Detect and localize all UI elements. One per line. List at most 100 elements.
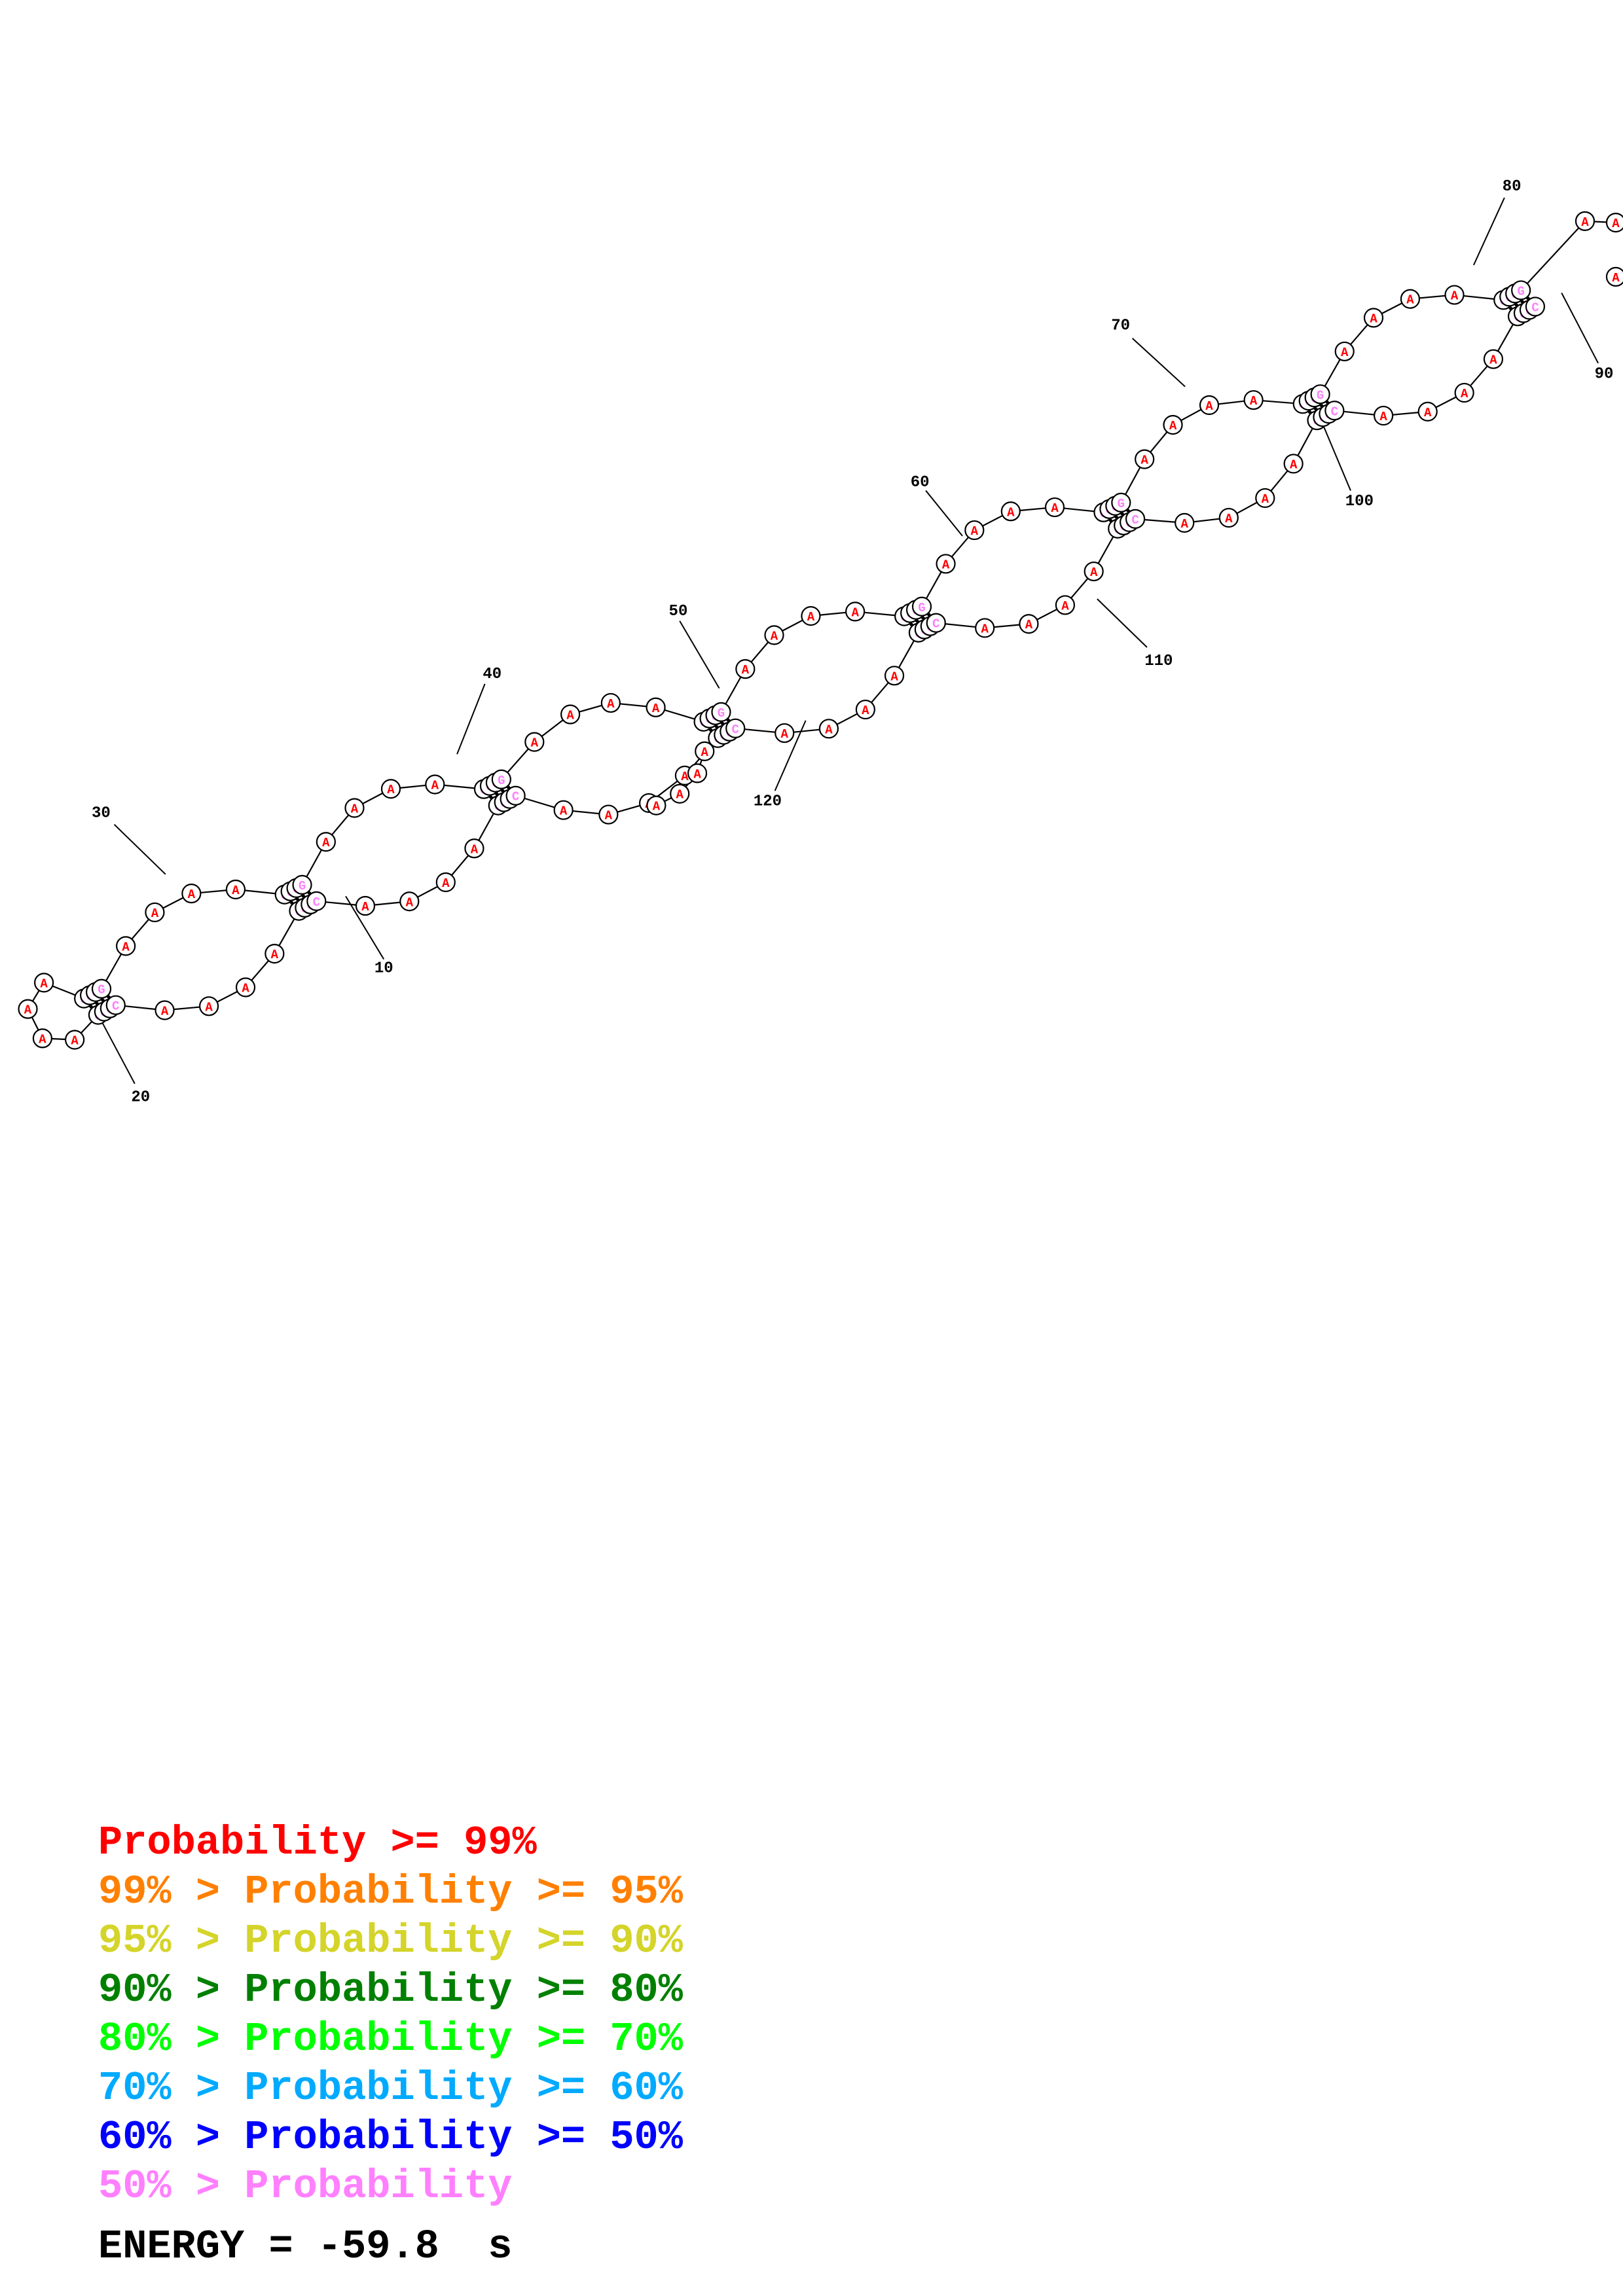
nucleotide-letter: A <box>771 629 778 643</box>
nucleotide-letter: A <box>1581 215 1589 230</box>
nucleotide-circle <box>524 732 545 752</box>
nucleotide-circle <box>91 978 112 999</box>
backbone-segment <box>1520 221 1586 291</box>
nucleotide: A <box>1044 497 1065 518</box>
nucleotide-letter: A <box>607 697 615 711</box>
nucleotide-letter: A <box>1612 217 1620 231</box>
nucleotide-letter: A <box>1262 492 1269 507</box>
nucleotide-letter: A <box>1090 565 1098 580</box>
position-tick <box>1097 598 1148 648</box>
nucleotide: A <box>524 732 545 752</box>
position-tick <box>1473 197 1505 266</box>
nucleotide-circle <box>735 659 756 679</box>
legend-text: Probability >= 80% <box>244 1967 683 2013</box>
nucleotide-letter: A <box>361 900 369 914</box>
nucleotide-circle <box>687 763 708 783</box>
nucleotide: G <box>1310 384 1330 404</box>
nucleotide-letter: A <box>653 800 661 814</box>
nucleotide-letter: A <box>161 1004 169 1018</box>
legend-text: Probability >= 95% <box>244 1869 683 1915</box>
nucleotide: A <box>1374 405 1394 426</box>
legend-row-3: 90% > Probability >= 80% <box>98 1965 949 2015</box>
nucleotide-letter: G <box>1317 388 1324 403</box>
nucleotide-circle <box>1199 395 1220 416</box>
nucleotide: A <box>399 891 420 912</box>
legend-prefix: 80% > <box>98 2016 245 2062</box>
nucleotide-circle <box>199 996 219 1016</box>
nucleotide: C <box>306 891 327 911</box>
nucleotide: C <box>1125 509 1146 529</box>
nucleotide-circle <box>1243 390 1264 410</box>
position-tick <box>679 620 720 689</box>
nucleotide-letter: A <box>1007 505 1015 520</box>
nucleotide-circle <box>1125 509 1146 529</box>
nucleotide: A <box>801 606 821 626</box>
nucleotides: GCCGGCCGGCCGGCCGGCCGGCCGGCCGGCCGGCCGGCCG… <box>18 211 1623 1050</box>
nucleotide-circle <box>775 723 795 744</box>
nucleotide: A <box>695 741 715 761</box>
nucleotide-letter: G <box>918 601 925 615</box>
nucleotide: A <box>855 699 875 720</box>
nucleotide-letter: G <box>98 983 105 997</box>
legend-text: Probability >= 50% <box>244 2114 683 2161</box>
nucleotide: A <box>155 1000 175 1020</box>
nucleotide-letter: C <box>112 999 119 1014</box>
nucleotide-letter: A <box>851 605 859 620</box>
nucleotide-circle <box>764 625 784 645</box>
nucleotide-circle <box>911 596 932 617</box>
nucleotide-circle <box>725 718 746 738</box>
nucleotide: A <box>1483 349 1504 369</box>
nucleotide-circle <box>936 554 956 574</box>
nucleotide-circle <box>598 804 619 825</box>
legend-text: Probability >= 90% <box>244 1918 683 1964</box>
nucleotide-letter: A <box>1140 454 1148 468</box>
nucleotide-letter: C <box>1531 300 1539 315</box>
nucleotide-letter: A <box>1051 501 1059 516</box>
nucleotide: A <box>818 719 839 739</box>
nucleotide-circle <box>600 692 621 713</box>
nucleotide-letter: G <box>1118 497 1125 511</box>
nucleotide-letter: A <box>1379 410 1387 424</box>
nucleotide-circle <box>1363 308 1384 328</box>
nucleotide-letter: G <box>1517 284 1524 298</box>
nucleotide-letter: A <box>471 842 479 857</box>
legend-row-0: Probability >= 99% <box>98 1818 949 1867</box>
nucleotide-circle <box>235 977 256 997</box>
nucleotide-circle <box>116 936 136 956</box>
nucleotide-circle <box>145 902 165 923</box>
nucleotide: A <box>1255 488 1275 509</box>
legend-text: Probability >= 70% <box>244 2016 683 2062</box>
nucleotide-letter: A <box>981 622 989 636</box>
nucleotide: A <box>775 723 795 744</box>
nucleotide-circle <box>306 891 327 911</box>
nucleotide-letter: C <box>1331 404 1338 419</box>
nucleotide-letter: A <box>1424 406 1432 420</box>
legend-text: Probability >= 60% <box>244 2065 683 2111</box>
nucleotide: G <box>1111 492 1131 512</box>
position-label: 30 <box>92 805 111 823</box>
nucleotide-letter: A <box>652 702 660 716</box>
nucleotide: A <box>1283 454 1304 474</box>
nucleotide-circle <box>1218 507 1239 528</box>
nucleotide-letter: C <box>732 723 739 737</box>
nucleotide-letter: A <box>1406 293 1414 308</box>
nucleotide-circle <box>264 944 285 964</box>
nucleotide-circle <box>399 891 420 912</box>
nucleotide-circle <box>1334 341 1355 362</box>
nucleotide-circle <box>1310 384 1330 404</box>
position-tick <box>456 683 486 755</box>
nucleotide: A <box>600 692 621 713</box>
nucleotide-circle <box>1175 512 1195 533</box>
nucleotide-letter: A <box>1341 346 1349 360</box>
nucleotide: A <box>975 618 995 638</box>
nucleotide: A <box>1163 415 1183 435</box>
nucleotide-circle <box>926 613 946 633</box>
nucleotide: A <box>116 936 136 956</box>
legend-row-2: 95% > Probability >= 90% <box>98 1916 949 1965</box>
nucleotide-circle <box>425 774 445 795</box>
nucleotide-circle <box>1163 415 1183 435</box>
nucleotide-circle <box>884 666 905 686</box>
nucleotide-letter: A <box>605 809 613 823</box>
nucleotide-circle <box>155 1000 175 1020</box>
nucleotide-letter: A <box>1169 419 1177 433</box>
